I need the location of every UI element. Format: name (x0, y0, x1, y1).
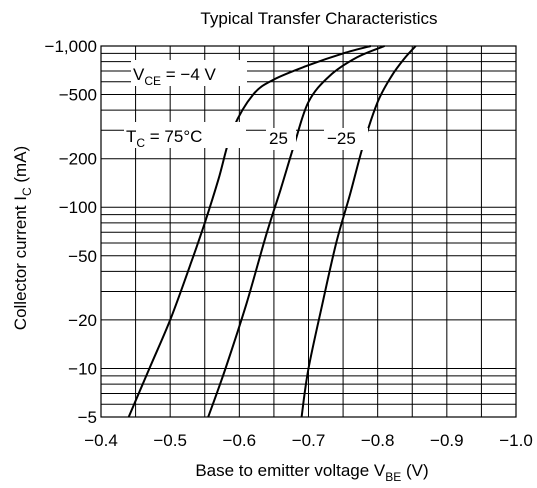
y-tick-label: −5 (78, 408, 97, 427)
x-tick-label: −0.6 (223, 431, 257, 450)
svg-text:TC = 75°C: TC = 75°C (126, 127, 202, 150)
series-line (207, 45, 385, 418)
plot-frame (100, 45, 517, 418)
y-tick-label: −50 (68, 247, 97, 266)
svg-text:25: 25 (269, 129, 288, 148)
x-tick-label: −0.4 (84, 431, 118, 450)
y-tick-labels: −5 −10 −20 −50 −100 −200 −500 −1,000 (45, 37, 97, 427)
x-tick-label: −0.8 (361, 431, 395, 450)
x-tick-label: −1.0 (499, 431, 533, 450)
y-axis-label: Collector current IC (mA) (11, 146, 34, 330)
series-line (300, 45, 417, 418)
x-tick-label: −0.9 (430, 431, 464, 450)
x-tick-label: −0.7 (292, 431, 326, 450)
svg-text:VCE = −4 V: VCE = −4 V (133, 65, 216, 88)
series-line (127, 45, 372, 418)
x-tick-label: −0.5 (153, 431, 187, 450)
y-tick-label: −10 (68, 359, 97, 378)
x-axis-label: Base to emitter voltage VBE (V) (195, 461, 428, 484)
tc-annotation: TC = 75°C (124, 122, 246, 150)
x-tick-labels: −0.4 −0.5 −0.6 −0.7 −0.8 −0.9 −1.0 (84, 431, 533, 450)
y-tick-label: −100 (59, 198, 97, 217)
y-tick-label: −20 (68, 311, 97, 330)
svg-text:−25: −25 (327, 129, 356, 148)
y-tick-label: −500 (59, 86, 97, 105)
y-tick-label: −200 (59, 150, 97, 169)
series-label-25: 25 (266, 128, 296, 150)
chart-title: Typical Transfer Characteristics (200, 9, 437, 28)
vce-annotation: VCE = −4 V (131, 60, 247, 88)
curves (127, 45, 417, 418)
series-label-minus25: −25 (324, 128, 368, 150)
y-tick-label: −1,000 (45, 37, 97, 56)
